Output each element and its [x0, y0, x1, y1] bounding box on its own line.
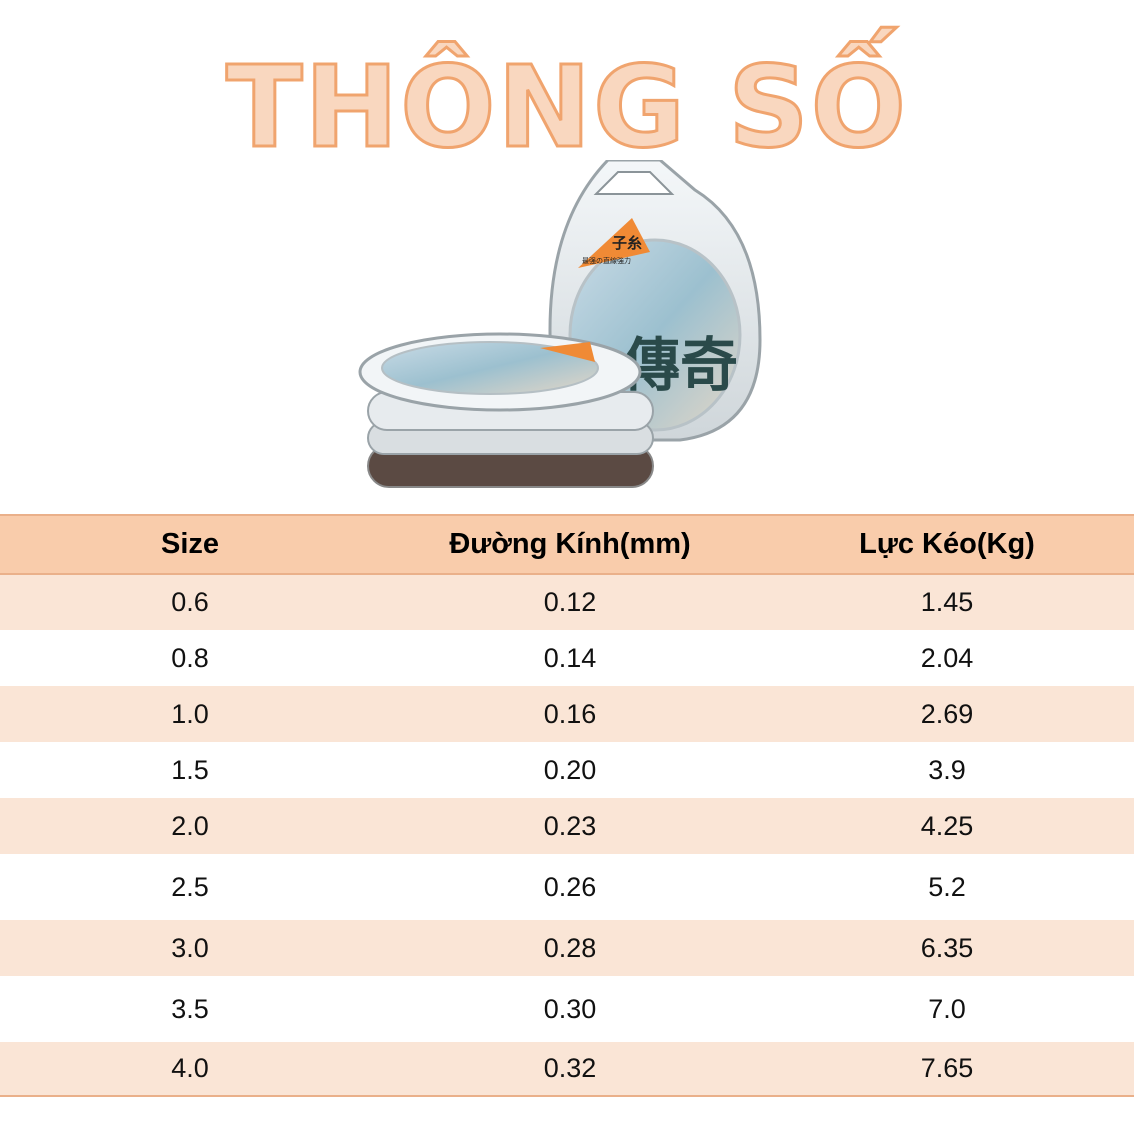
cell-strength: 7.0 — [760, 976, 1134, 1042]
table-row: 0.8 0.14 2.04 — [0, 630, 1134, 686]
cell-strength: 2.04 — [760, 630, 1134, 686]
cell-diameter: 0.12 — [380, 574, 760, 630]
cell-diameter: 0.14 — [380, 630, 760, 686]
cell-diameter: 0.28 — [380, 920, 760, 976]
table-header-row: Size Đường Kính(mm) Lực Kéo(Kg) — [0, 515, 1134, 574]
cell-size: 0.6 — [0, 574, 380, 630]
cell-strength: 1.45 — [760, 574, 1134, 630]
cell-strength: 3.9 — [760, 742, 1134, 798]
cell-diameter: 0.23 — [380, 798, 760, 854]
cell-diameter: 0.16 — [380, 686, 760, 742]
table-row: 3.0 0.28 6.35 — [0, 920, 1134, 976]
table-row: 3.5 0.30 7.0 — [0, 976, 1134, 1042]
cell-size: 0.8 — [0, 630, 380, 686]
cell-size: 3.5 — [0, 976, 380, 1042]
page-title: THÔNG SỐ — [0, 52, 1134, 164]
cell-strength: 6.35 — [760, 920, 1134, 976]
cell-diameter: 0.30 — [380, 976, 760, 1042]
table-row: 4.0 0.32 7.65 — [0, 1042, 1134, 1096]
cell-size: 1.5 — [0, 742, 380, 798]
fishing-line-spool-icon: 子糸 最强の直線強力 傳奇 — [350, 160, 790, 505]
column-header-size: Size — [0, 515, 380, 574]
column-header-strength: Lực Kéo(Kg) — [760, 515, 1134, 574]
table-row: 1.0 0.16 2.69 — [0, 686, 1134, 742]
table-row: 2.0 0.23 4.25 — [0, 798, 1134, 854]
cell-size: 1.0 — [0, 686, 380, 742]
badge-subtext: 最强の直線強力 — [582, 256, 631, 265]
cell-size: 3.0 — [0, 920, 380, 976]
column-header-diameter: Đường Kính(mm) — [380, 515, 760, 574]
cell-strength: 2.69 — [760, 686, 1134, 742]
cell-diameter: 0.32 — [380, 1042, 760, 1096]
cell-strength: 5.2 — [760, 854, 1134, 920]
cell-diameter: 0.20 — [380, 742, 760, 798]
spec-table: Size Đường Kính(mm) Lực Kéo(Kg) 0.6 0.12 1… — [0, 514, 1134, 1097]
table-row: 0.6 0.12 1.45 — [0, 574, 1134, 630]
cell-diameter: 0.26 — [380, 854, 760, 920]
cell-size: 2.0 — [0, 798, 380, 854]
cell-strength: 7.65 — [760, 1042, 1134, 1096]
cell-strength: 4.25 — [760, 798, 1134, 854]
badge-text: 子糸 — [612, 234, 642, 252]
cell-size: 2.5 — [0, 854, 380, 920]
table-row: 1.5 0.20 3.9 — [0, 742, 1134, 798]
table-row: 2.5 0.26 5.2 — [0, 854, 1134, 920]
cell-size: 4.0 — [0, 1042, 380, 1096]
